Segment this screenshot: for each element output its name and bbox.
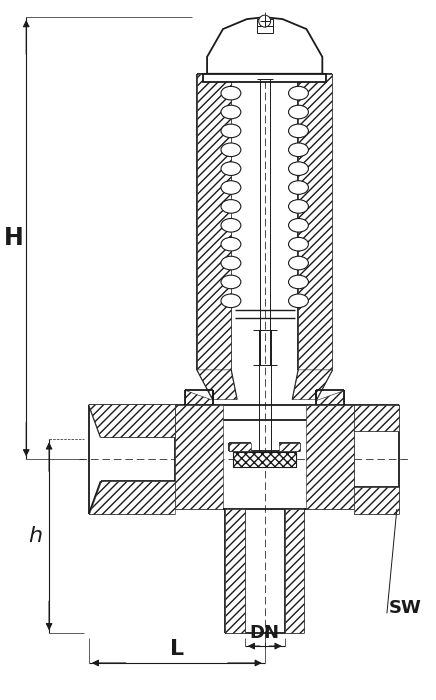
Polygon shape [207,57,227,74]
Polygon shape [203,74,227,82]
Ellipse shape [221,124,241,138]
Ellipse shape [289,181,308,195]
Ellipse shape [221,237,241,251]
Ellipse shape [289,105,308,119]
Polygon shape [354,487,399,514]
Polygon shape [293,370,332,400]
Ellipse shape [289,162,308,176]
Ellipse shape [221,86,241,100]
Ellipse shape [289,199,308,213]
Ellipse shape [289,143,308,157]
Polygon shape [233,452,296,467]
Polygon shape [89,481,175,514]
Polygon shape [317,390,344,419]
Circle shape [259,15,271,27]
Polygon shape [197,74,231,370]
Ellipse shape [289,86,308,100]
Ellipse shape [221,162,241,176]
Ellipse shape [221,294,241,307]
Ellipse shape [221,105,241,119]
Text: DN: DN [250,624,280,642]
Ellipse shape [289,237,308,251]
Polygon shape [197,370,237,400]
Polygon shape [89,405,175,438]
Text: H: H [3,226,23,250]
Ellipse shape [221,256,241,270]
Text: h: h [28,526,42,546]
Bar [203,74,326,82]
Ellipse shape [289,294,308,307]
Polygon shape [285,509,304,634]
Polygon shape [279,443,300,452]
Polygon shape [225,509,245,634]
Polygon shape [307,405,354,509]
Bar [257,19,272,33]
Polygon shape [354,405,399,431]
Ellipse shape [221,181,241,195]
Polygon shape [303,74,326,82]
Text: SW: SW [389,599,422,617]
Ellipse shape [289,256,308,270]
Ellipse shape [289,218,308,232]
Polygon shape [175,405,223,509]
Ellipse shape [221,275,241,288]
Ellipse shape [221,218,241,232]
Ellipse shape [289,275,308,288]
Text: L: L [170,639,184,659]
Polygon shape [207,17,322,73]
Polygon shape [229,443,251,452]
Ellipse shape [221,199,241,213]
Polygon shape [299,74,332,370]
Ellipse shape [289,124,308,138]
Ellipse shape [221,143,241,157]
Polygon shape [185,390,213,419]
Polygon shape [303,57,322,74]
